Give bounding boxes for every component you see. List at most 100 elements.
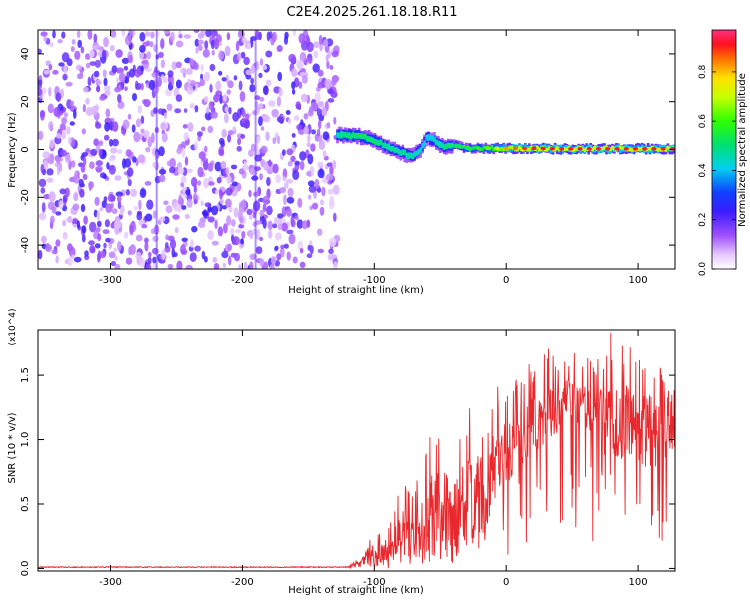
signal-band — [650, 147, 654, 154]
noise-blob — [171, 61, 177, 71]
noise-blob — [240, 134, 246, 139]
noise-blob — [185, 189, 191, 196]
noise-blob — [116, 77, 120, 83]
noise-blob — [104, 219, 110, 228]
noise-blob — [77, 39, 82, 49]
noise-blob — [38, 178, 47, 188]
noise-blob — [141, 224, 148, 229]
noise-blob — [241, 36, 247, 44]
noise-blob — [281, 222, 288, 232]
noise-blob — [238, 80, 243, 91]
noise-blob — [295, 101, 302, 110]
signal-inner — [629, 147, 632, 152]
noise-blob — [76, 220, 80, 229]
noise-blob — [52, 69, 59, 75]
noise-blob — [53, 106, 61, 118]
signal-inner — [543, 148, 547, 152]
noise-blob — [286, 229, 294, 235]
noise-blob — [278, 87, 283, 97]
noise-blob — [264, 85, 269, 96]
noise-blob — [262, 218, 267, 229]
noise-blob — [94, 243, 101, 249]
noise-blob — [143, 130, 150, 139]
noise-blob — [296, 219, 304, 229]
noise-blob — [291, 133, 296, 138]
noise-blob — [176, 147, 182, 155]
noise-blob — [200, 30, 206, 38]
signal-inner — [601, 146, 604, 151]
signal-blob — [458, 145, 462, 149]
noise-blob — [62, 220, 66, 227]
signal-inner — [555, 146, 559, 150]
noise-blob — [130, 188, 138, 197]
noise-blob — [110, 260, 116, 267]
signal-inner — [603, 146, 606, 150]
noise-blob — [194, 141, 199, 151]
noise-blob — [47, 103, 54, 114]
signal-blob — [359, 133, 363, 137]
noise-blob — [197, 221, 206, 228]
noise-blob — [233, 75, 238, 81]
noise-blob — [135, 251, 142, 261]
noise-blob — [238, 264, 242, 269]
noise-blob — [277, 213, 284, 219]
y-tick-label: 0.0 — [20, 560, 31, 576]
noise-blob — [241, 109, 246, 118]
noise-blob — [95, 79, 102, 86]
noise-blob — [275, 174, 281, 184]
noise-blob — [178, 34, 183, 39]
noise-blob — [309, 245, 314, 255]
noise-blob — [233, 207, 239, 218]
noise-blob — [94, 104, 100, 112]
signal-inner — [563, 147, 567, 151]
signal-inner — [456, 144, 460, 148]
noise-blob — [95, 160, 104, 167]
signal-inner — [520, 147, 523, 152]
signal-blob — [355, 132, 360, 136]
noise-blob — [211, 49, 215, 56]
noise-blob — [59, 188, 67, 195]
noise-blob — [93, 138, 100, 146]
signal-blob — [462, 145, 466, 148]
noise-blob — [178, 194, 183, 204]
noise-blob — [197, 166, 204, 178]
noise-blob — [284, 31, 289, 40]
noise-blob — [308, 109, 314, 117]
noise-blob — [124, 35, 132, 46]
noise-blob — [266, 31, 271, 42]
noise-blob — [204, 202, 212, 208]
signal-peak — [632, 147, 639, 151]
noise-blob — [95, 227, 101, 233]
noise-blob — [180, 182, 185, 188]
noise-blob — [224, 106, 229, 113]
signal-blob — [418, 148, 423, 152]
noise-blob — [58, 163, 63, 172]
noise-blob — [163, 30, 171, 35]
x-tick-label: -200 — [231, 275, 254, 286]
noise-blob — [95, 165, 103, 172]
signal-peak — [475, 146, 482, 151]
signal-blob — [422, 142, 427, 146]
signal-blob — [343, 132, 348, 135]
noise-blob — [110, 202, 114, 209]
signal-peak — [522, 146, 528, 151]
noise-blob — [108, 156, 115, 162]
noise-blob — [236, 145, 242, 152]
noise-blob — [322, 131, 330, 141]
noise-blob — [317, 248, 324, 254]
noise-blob — [277, 71, 283, 82]
noise-blob — [64, 187, 70, 198]
noise-blob — [303, 126, 310, 135]
noise-blob — [97, 252, 101, 263]
noise-blob — [237, 137, 242, 146]
noise-blob — [234, 252, 240, 262]
x-tick-label: 100 — [629, 275, 648, 286]
signal-peak — [568, 147, 574, 151]
noise-blob — [200, 200, 204, 206]
noise-blob — [38, 250, 43, 260]
noise-blob — [216, 176, 222, 184]
signal-inner — [482, 145, 486, 150]
noise-blob — [237, 52, 242, 61]
colorbar-tick-label: 0.2 — [698, 213, 708, 227]
noise-blob — [114, 86, 121, 93]
